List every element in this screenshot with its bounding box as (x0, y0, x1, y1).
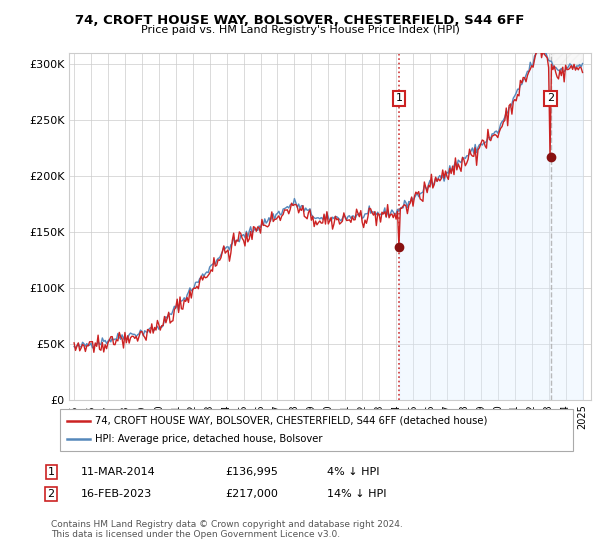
Text: Contains HM Land Registry data © Crown copyright and database right 2024.
This d: Contains HM Land Registry data © Crown c… (51, 520, 403, 539)
Text: 2: 2 (47, 489, 55, 499)
Text: 2: 2 (547, 94, 554, 104)
Text: 74, CROFT HOUSE WAY, BOLSOVER, CHESTERFIELD, S44 6FF (detached house): 74, CROFT HOUSE WAY, BOLSOVER, CHESTERFI… (95, 416, 487, 426)
Text: 4% ↓ HPI: 4% ↓ HPI (327, 466, 380, 477)
Text: £136,995: £136,995 (225, 466, 278, 477)
Text: Price paid vs. HM Land Registry's House Price Index (HPI): Price paid vs. HM Land Registry's House … (140, 25, 460, 35)
Text: 74, CROFT HOUSE WAY, BOLSOVER, CHESTERFIELD, S44 6FF: 74, CROFT HOUSE WAY, BOLSOVER, CHESTERFI… (76, 14, 524, 27)
Text: 16-FEB-2023: 16-FEB-2023 (81, 489, 152, 499)
Text: 1: 1 (395, 94, 403, 104)
Text: 1: 1 (47, 466, 55, 477)
Text: 14% ↓ HPI: 14% ↓ HPI (327, 489, 386, 499)
Text: 11-MAR-2014: 11-MAR-2014 (81, 466, 156, 477)
Text: £217,000: £217,000 (225, 489, 278, 499)
Text: HPI: Average price, detached house, Bolsover: HPI: Average price, detached house, Bols… (95, 434, 322, 444)
